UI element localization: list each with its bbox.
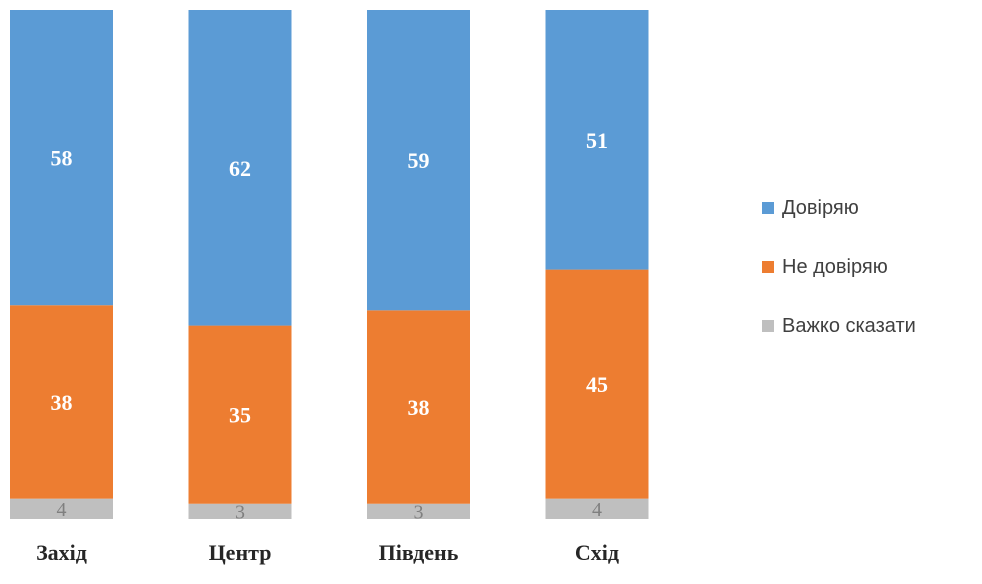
- legend-swatch-2: [762, 261, 774, 273]
- category-label-3: Південь: [379, 540, 459, 565]
- category-labels-group: Захід Центр Південь Схід: [36, 540, 619, 565]
- data-label-2-4: 45: [586, 372, 608, 397]
- legend-label-2: Не довіряю: [782, 255, 888, 278]
- legend: Довіряю Не довіряю Важко сказати: [762, 196, 916, 373]
- legend-item-2: Не довіряю: [762, 255, 916, 279]
- legend-label-1: Довіряю: [782, 196, 859, 219]
- bar-segment-1-4: [545, 498, 649, 519]
- data-label-1-2: 3: [235, 501, 245, 523]
- bar-segment-2-2: [188, 325, 292, 504]
- category-label-2: Центр: [209, 540, 272, 565]
- bar-segment-2-1: [10, 305, 113, 499]
- legend-swatch-3: [762, 320, 774, 332]
- data-label-2-3: 38: [408, 395, 430, 420]
- bar-segment-1-2: [188, 503, 292, 519]
- bar-segment-2-3: [367, 310, 470, 504]
- data-label-3-3: 59: [408, 148, 430, 173]
- data-label-1-3: 3: [414, 501, 424, 523]
- data-label-3-1: 58: [51, 146, 73, 171]
- labels-group: 4 38 58 3 35 62 3 38 59 4 45 51: [51, 128, 609, 524]
- data-label-2-2: 35: [229, 403, 251, 428]
- bar-segment-3-4: [545, 10, 649, 270]
- legend-swatch-1: [762, 202, 774, 214]
- data-label-1-1: 4: [57, 499, 67, 521]
- bar-segment-1-1: [10, 498, 113, 519]
- data-label-2-1: 38: [51, 390, 73, 415]
- data-label-1-4: 4: [592, 499, 602, 521]
- bars-group: [10, 10, 649, 519]
- category-label-1: Захід: [36, 540, 87, 565]
- category-label-4: Схід: [575, 540, 619, 565]
- bar-segment-3-2: [188, 10, 292, 326]
- bar-segment-2-4: [545, 269, 649, 499]
- legend-item-3: Важко сказати: [762, 314, 916, 338]
- legend-item-1: Довіряю: [762, 196, 916, 220]
- bar-segment-1-3: [367, 503, 470, 519]
- data-label-3-4: 51: [586, 128, 608, 153]
- data-label-3-2: 62: [229, 156, 251, 181]
- bar-segment-3-3: [367, 10, 470, 311]
- legend-label-3: Важко сказати: [782, 314, 916, 337]
- bar-segment-3-1: [10, 10, 113, 306]
